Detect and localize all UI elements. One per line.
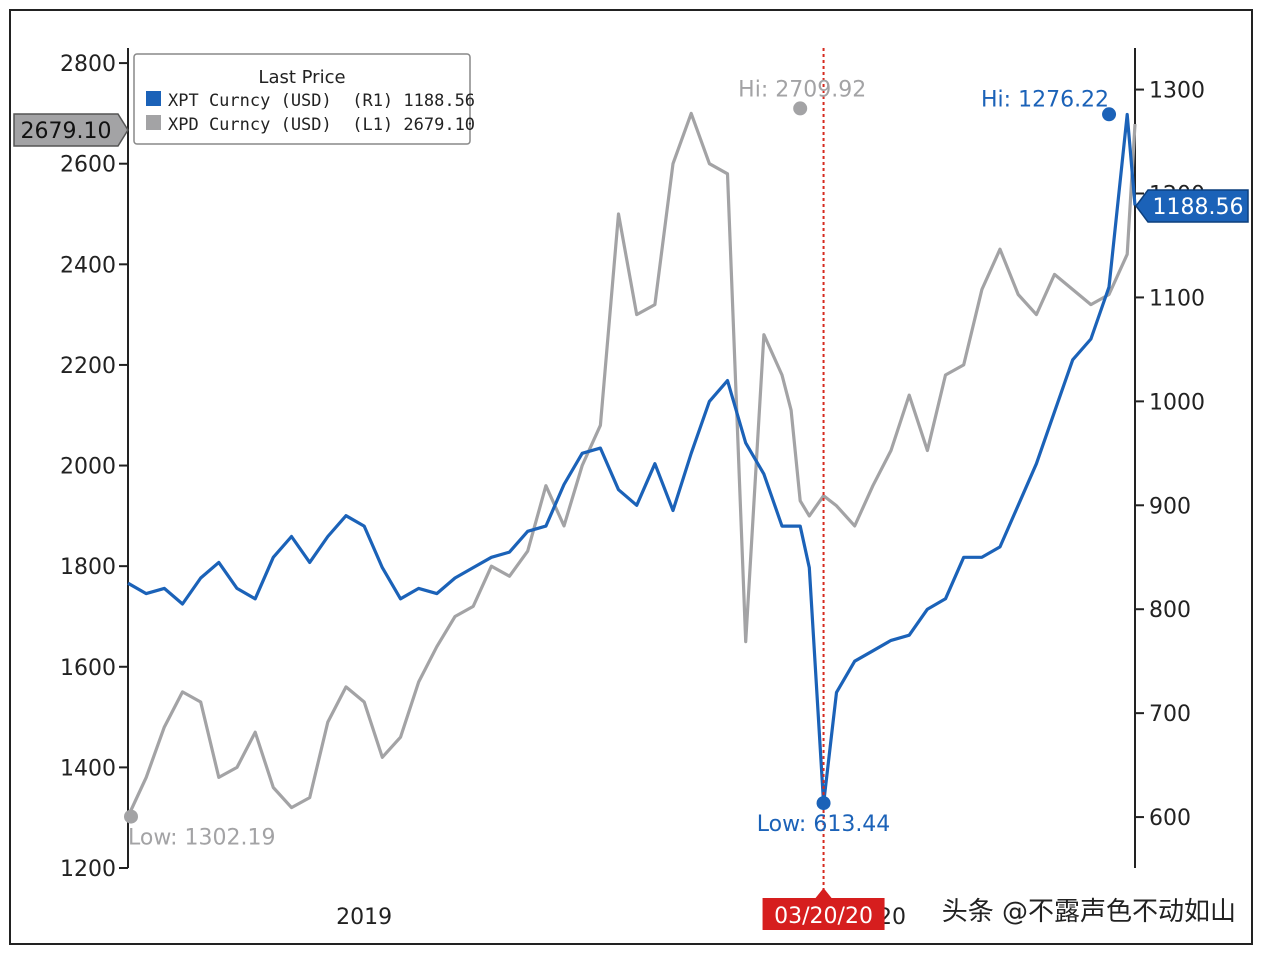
xpd-low-label: Low: 1302.19 [128,826,276,851]
x-axis-band [14,868,1248,940]
series-line-palladium [126,111,1137,818]
right-tick-label: 600 [1149,806,1191,831]
xpt-last-tag-text: 1188.56 [1153,195,1244,220]
legend-box [133,53,471,145]
legend-title: Last Price [258,67,345,88]
legend-swatch-xpd [146,115,161,130]
left-tick-label: 1800 [60,555,116,580]
date-marker-box: 03/20/20 [762,888,885,930]
annotations: Hi: 2709.92 Low: 1302.19 Hi: 1276.22 Low: 6… [128,77,1109,850]
x-tick-label-2019: 2019 [336,905,392,930]
xpt-high-point [1102,107,1117,122]
left-tick-label: 2200 [60,354,116,379]
plot-area [128,48,1135,868]
date-marker-label: 03/20/20 [774,904,873,929]
xpd-last-price-tag: 2679.10 [13,113,129,147]
xpt-low-label: Low: 613.44 [757,812,891,837]
right-y-axis: 6007008009001000110012001300 [1134,48,1205,868]
left-tick-label: 1400 [60,756,116,781]
xpt-last-price-tag: 1188.56 [1135,189,1249,223]
xpd-last-tag-text: 2679.10 [21,119,112,144]
right-tick-label: 1300 [1149,79,1205,104]
right-tick-label: 900 [1149,494,1191,519]
xpd-high-point [793,101,808,116]
left-tick-label: 2400 [60,253,116,278]
right-tick-label: 700 [1149,702,1191,727]
xpt-last-tag-shape [1135,189,1249,223]
series-line-platinum [127,112,1137,806]
xpt-low-point [816,796,831,811]
legend-entry-xpt: XPT Curncy (USD) (R1) 1188.56 [168,91,475,111]
xpd-last-tag-shape [13,113,129,147]
left-tick-label: 2000 [60,455,116,480]
watermark: 头条 @不露声色不动如山 [942,897,1236,927]
legend-entry-xpd: XPD Curncy (USD) (L1) 2679.10 [168,115,475,135]
left-tick-label: 2800 [60,52,116,77]
date-marker-arrow [815,888,832,898]
left-tick-label: 2600 [60,153,116,178]
right-tick-label: 800 [1149,598,1191,623]
date-marker-rect [762,898,885,930]
legend: Last Price XPT Curncy (USD) (R1) 1188.56… [133,53,475,145]
left-y-axis: 1200 1400 1600 1800 2000 2200 2400 2600 2800 [60,48,129,882]
xpd-low-point [124,809,138,824]
left-tick-label: 1600 [60,656,116,681]
extreme-points [124,101,1117,824]
xpd-high-label: Hi: 2709.92 [738,77,866,102]
right-tick-label: 1100 [1149,286,1205,311]
right-tick-label: 1000 [1149,390,1205,415]
left-tick-label: 1200 [60,857,116,882]
legend-swatch-xpt [146,91,161,106]
xpt-high-label: Hi: 1276.22 [981,87,1109,112]
series-group [126,111,1137,818]
